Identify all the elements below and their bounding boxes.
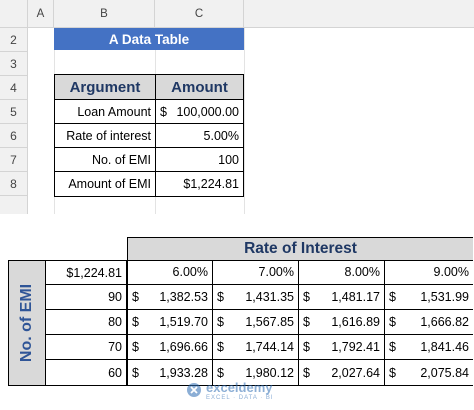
row-header-8[interactable]: 8 <box>0 172 28 196</box>
emi-count-value[interactable]: 100 <box>156 148 244 172</box>
emi-amount-value[interactable]: $1,224.81 <box>156 172 244 197</box>
payment-value: 1,616.89 <box>331 315 380 329</box>
row-header-7[interactable]: 7 <box>0 148 28 172</box>
payment-cell[interactable]: $1,519.70 <box>127 310 213 335</box>
row-header-strip <box>0 196 28 214</box>
payment-cell[interactable]: $1,567.85 <box>213 310 299 335</box>
payment-value: 2,075.84 <box>420 365 469 380</box>
payment-cell[interactable]: $1,841.46 <box>385 335 473 360</box>
rate-7[interactable]: 7.00% <box>213 260 299 285</box>
currency-symbol: $ <box>132 340 139 354</box>
watermark-tagline: EXCEL · DATA · BI <box>206 395 274 401</box>
currency-symbol: $ <box>389 365 396 380</box>
payment-cell[interactable]: $1,382.53 <box>127 285 213 310</box>
emi-count-label[interactable]: No. of EMI <box>55 148 156 172</box>
currency-symbol: $ <box>160 104 167 119</box>
payment-cell[interactable]: $1,616.89 <box>299 310 385 335</box>
gridline <box>244 28 245 214</box>
column-header-a[interactable]: A <box>28 0 54 28</box>
currency-symbol: $ <box>132 290 139 304</box>
payment-value: 1,519.70 <box>159 315 208 329</box>
payment-value: 1,481.17 <box>331 290 380 304</box>
payment-value: 1,841.46 <box>420 340 469 354</box>
row-header-6[interactable]: 6 <box>0 124 28 148</box>
payment-cell[interactable]: $1,431.35 <box>213 285 299 310</box>
rate-value[interactable]: 5.00% <box>156 124 244 148</box>
currency-symbol: $ <box>217 340 224 354</box>
emi-amount-label[interactable]: Amount of EMI <box>55 172 156 197</box>
loan-amount-value[interactable]: $ 100,000.00 <box>156 100 244 124</box>
row-header-2[interactable]: 2 <box>0 28 28 52</box>
payment-value: 1,431.35 <box>245 290 294 304</box>
amount-value: 100,000.00 <box>176 104 239 119</box>
payment-value: 1,744.14 <box>245 340 294 354</box>
payment-cell[interactable]: $1,792.41 <box>299 335 385 360</box>
currency-symbol: $ <box>303 290 310 304</box>
payment-cell[interactable]: $2,027.64 <box>299 360 385 386</box>
rate-of-interest-header[interactable]: Rate of Interest <box>127 238 473 261</box>
payment-cell[interactable]: $1,933.28 <box>127 360 213 386</box>
emi-80[interactable]: 80 <box>46 310 127 335</box>
amount-header[interactable]: Amount <box>156 75 244 100</box>
payment-value: 2,027.64 <box>331 365 380 380</box>
row-header-5[interactable]: 5 <box>0 100 28 124</box>
currency-symbol: $ <box>303 340 310 354</box>
currency-symbol: $ <box>303 315 310 329</box>
payment-cell[interactable]: $1,696.66 <box>127 335 213 360</box>
watermark-name: exceldemy <box>206 380 273 395</box>
input-table: Argument Amount Loan Amount $ 100,000.00… <box>54 74 244 197</box>
emi-70[interactable]: 70 <box>46 335 127 360</box>
sheet-title[interactable]: A Data Table <box>54 28 244 50</box>
payment-cell[interactable]: $1,744.14 <box>213 335 299 360</box>
data-table: Rate of Interest <box>127 237 473 385</box>
payment-value: 1,531.99 <box>420 290 469 304</box>
currency-symbol: $ <box>389 315 396 329</box>
payment-cell[interactable]: $2,075.84 <box>385 360 473 386</box>
currency-symbol: $ <box>132 365 139 380</box>
no-of-emi-label: No. of EMI <box>18 283 35 363</box>
emi-90[interactable]: 90 <box>46 285 127 310</box>
payment-value: 1,696.66 <box>159 340 208 354</box>
currency-symbol: $ <box>389 340 396 354</box>
exceldemy-logo-icon <box>187 383 201 397</box>
payment-value: 1,980.12 <box>245 365 294 380</box>
row-header-4[interactable]: 4 <box>0 76 28 100</box>
payment-value: 1,666.82 <box>420 315 469 329</box>
column-header-b[interactable]: B <box>54 0 155 28</box>
payment-value: 1,933.28 <box>159 365 208 380</box>
currency-symbol: $ <box>132 315 139 329</box>
rate-6[interactable]: 6.00% <box>127 260 213 285</box>
payment-cell[interactable]: $1,531.99 <box>385 285 473 310</box>
currency-symbol: $ <box>217 315 224 329</box>
rate-8[interactable]: 8.00% <box>299 260 385 285</box>
payment-value: 1,792.41 <box>331 340 380 354</box>
payment-value: 1,567.85 <box>245 315 294 329</box>
currency-symbol: $ <box>217 365 224 380</box>
loan-amount-label[interactable]: Loan Amount <box>55 100 156 124</box>
column-header-rest <box>244 0 474 28</box>
rate-9[interactable]: 9.00% <box>385 260 473 285</box>
currency-symbol: $ <box>389 290 396 304</box>
rate-label[interactable]: Rate of interest <box>55 124 156 148</box>
payment-cell[interactable]: $1,980.12 <box>213 360 299 386</box>
row-header-3[interactable]: 3 <box>0 52 28 76</box>
payment-value: 1,382.53 <box>159 290 208 304</box>
column-header-c[interactable]: C <box>155 0 244 28</box>
payment-cell[interactable]: $1,481.17 <box>299 285 385 310</box>
watermark: exceldemy EXCEL · DATA · BI <box>186 378 286 404</box>
argument-header[interactable]: Argument <box>55 75 156 100</box>
currency-symbol: $ <box>303 365 310 380</box>
no-of-emi-header[interactable]: No. of EMI <box>8 260 46 386</box>
currency-symbol: $ <box>217 290 224 304</box>
formula-cell[interactable]: $1,224.81 <box>46 260 127 285</box>
emi-60[interactable]: 60 <box>46 360 127 386</box>
payment-cell[interactable]: $1,666.82 <box>385 310 473 335</box>
corner-select-all[interactable] <box>0 0 28 28</box>
